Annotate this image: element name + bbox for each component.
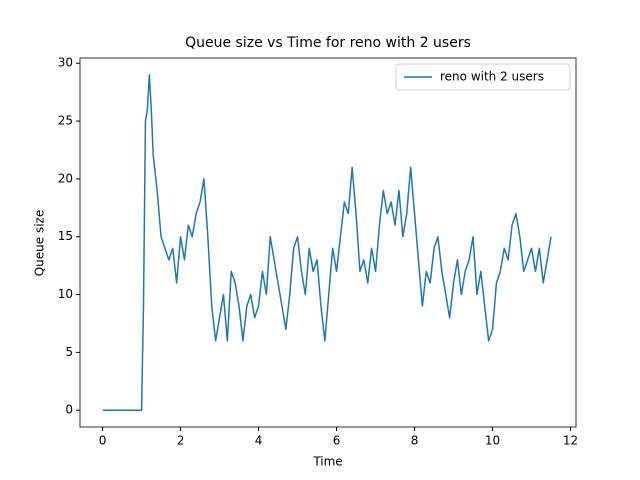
legend-box [395, 63, 571, 91]
x-tick-label: 12 [563, 434, 578, 448]
x-axis-label: Time [312, 455, 342, 469]
chart-title: Queue size vs Time for reno with 2 users [185, 35, 471, 51]
y-tick-label: 5 [65, 345, 73, 359]
x-tick-label: 6 [333, 434, 341, 448]
x-tick-label: 2 [177, 434, 185, 448]
plot-frame [79, 57, 577, 428]
y-tick-label: 20 [58, 171, 73, 185]
y-axis-label: Queue size [33, 210, 47, 277]
y-tick-label: 25 [58, 114, 73, 128]
x-tick-label: 4 [255, 434, 263, 448]
x-tick-label: 8 [411, 434, 419, 448]
y-tick-label: 15 [58, 229, 73, 243]
data-line [102, 74, 552, 411]
x-tick-label: 10 [485, 434, 500, 448]
y-tick-label: 10 [58, 287, 73, 301]
y-tick-label: 30 [58, 56, 73, 70]
x-tick-label: 0 [99, 434, 107, 448]
y-tick-label: 0 [65, 403, 73, 417]
legend-label: reno with 2 users [440, 70, 544, 84]
